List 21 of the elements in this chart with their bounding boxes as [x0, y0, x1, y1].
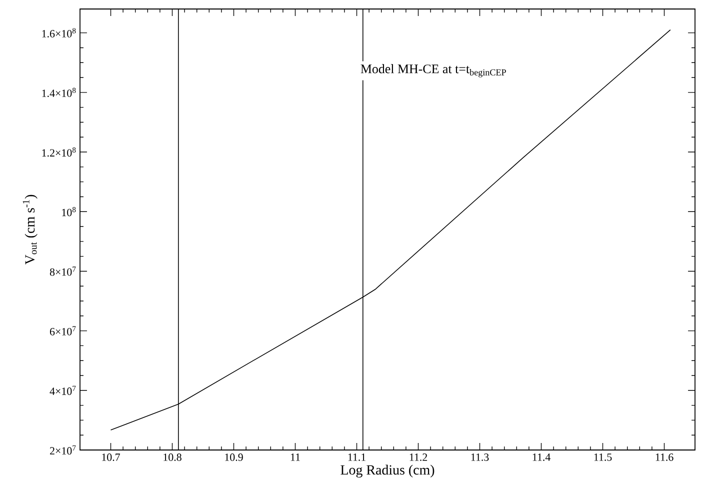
y-tick-label: 8×10$^{7}$ [50, 266, 76, 276]
x-tick-label: 11.4 [532, 454, 550, 461]
y-axis-title: V$_{out}$ (cm s$^{-1}$) [22, 194, 38, 265]
y-tick-label: 10$^{8}$ [62, 207, 76, 216]
x-tick-label: 11.3 [471, 454, 489, 461]
x-axis-title: Log Radius (cm) [340, 464, 434, 478]
x-tick-label: 11 [290, 454, 300, 461]
x-tick-label: 11.6 [656, 454, 674, 461]
x-tick-label: 11.2 [410, 454, 428, 461]
x-tick-label: 11.1 [348, 454, 366, 461]
x-tick-label: 10.9 [225, 454, 243, 461]
y-tick-label: 6×10$^{7}$ [50, 326, 76, 336]
y-tick-label: 4×10$^{7}$ [50, 386, 76, 395]
x-tick-label: 11.5 [594, 454, 612, 461]
y-tick-label: 1.2×10$^{8}$ [42, 147, 76, 157]
x-tick-label: 10.8 [164, 454, 182, 461]
annotation: Model MH-CE at t=t$_{beginCEP}$ [360, 64, 506, 78]
y-tick-label: 1.6×10$^{8}$ [42, 28, 76, 38]
x-tick-label: 10.7 [102, 454, 120, 461]
y-tick-label: 1.4×10$^{8}$ [42, 88, 76, 98]
y-tick-label: 2×10$^{7}$ [50, 445, 76, 455]
